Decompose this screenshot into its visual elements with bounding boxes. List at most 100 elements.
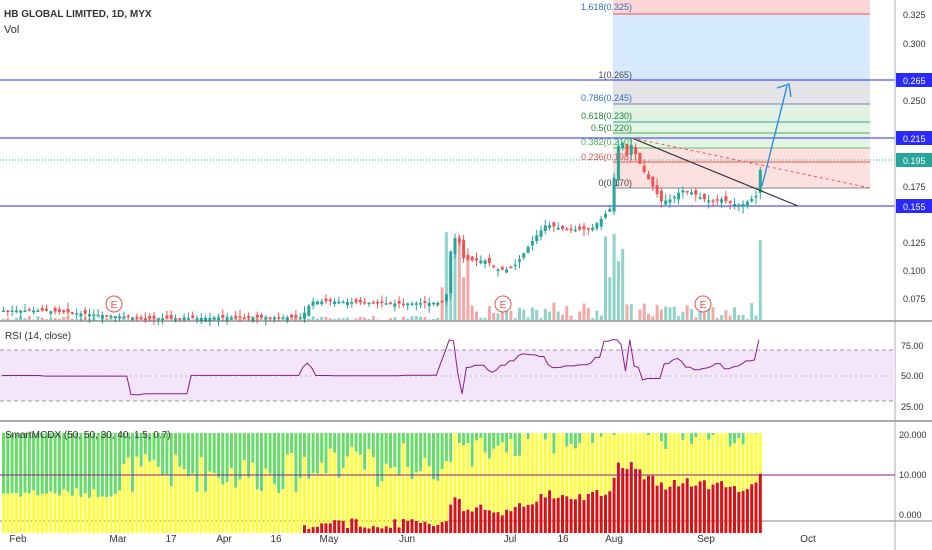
mcdx-green-bar xyxy=(143,433,147,455)
rsi-legend[interactable]: RSI (14, close) xyxy=(5,331,72,342)
descending-trendline[interactable] xyxy=(631,137,799,207)
earnings-markers[interactable]: E E E xyxy=(105,295,712,313)
volume-bar xyxy=(367,319,371,320)
horizontal-levels[interactable] xyxy=(0,79,895,207)
volume-bar xyxy=(40,317,44,320)
earnings-icon[interactable] xyxy=(494,295,512,313)
time-label: Jun xyxy=(399,534,415,545)
mcdx-yellow-bar xyxy=(685,433,689,479)
mcdx-yellow-bar xyxy=(543,439,547,498)
mcdx-yellow-bar xyxy=(229,468,233,533)
fib-label-1: 1(0.265) xyxy=(598,70,632,80)
mcdx-red-bar xyxy=(668,486,672,533)
mcdx-yellow-bar xyxy=(367,449,371,529)
mcdx-green-bar xyxy=(40,433,44,494)
mcdx-yellow-bar xyxy=(96,497,100,533)
mcdx-green-bar xyxy=(350,433,354,447)
mcdx-yellow-bar xyxy=(14,493,18,533)
volume-bar xyxy=(556,311,560,320)
candle-body xyxy=(595,223,599,229)
candle-body xyxy=(715,199,719,201)
candle-body xyxy=(393,303,397,307)
volume-bar xyxy=(616,261,620,320)
mcdx-yellow-bar xyxy=(204,491,208,533)
mcdx-yellow-bar xyxy=(380,481,384,529)
mcdx-yellow-bar xyxy=(612,435,616,478)
mcdx-green-bar xyxy=(681,433,685,440)
mcdx-yellow-bar xyxy=(423,457,427,522)
mcdx-green-bar xyxy=(217,433,220,478)
mcdx-yellow-bar xyxy=(573,448,577,500)
mcdx-yellow-bar xyxy=(234,487,238,533)
mcdx-green-bar xyxy=(328,433,332,449)
smartmcdx-legend[interactable]: SmartMCDX (50, 50, 30, 40, 1.5, 0.7) xyxy=(5,430,171,441)
rsi-pane[interactable] xyxy=(0,339,895,402)
volume-bar xyxy=(518,307,521,320)
candle-body xyxy=(608,209,612,212)
candle-body xyxy=(363,302,367,304)
volume-bar xyxy=(522,309,526,320)
candle-body xyxy=(307,305,311,316)
mcdx-red-bar xyxy=(346,528,349,533)
price-axis[interactable]: 0.325 0.300 0.250 0.175 0.125 0.100 0.07… xyxy=(896,10,932,520)
mcdx-yellow-bar xyxy=(634,433,638,469)
candle-body xyxy=(135,316,139,319)
mcdx-yellow-bar xyxy=(436,480,440,526)
mcdx-green-bar xyxy=(298,433,302,479)
mcdx-green-bar xyxy=(315,433,319,474)
candle-body xyxy=(462,239,466,259)
earnings-icon[interactable] xyxy=(694,295,712,313)
mcdx-yellow-bar xyxy=(350,446,354,519)
price-badge-text: 0.265 xyxy=(903,76,926,86)
mcdx-green-bar xyxy=(406,433,410,468)
mcdx-green-bar xyxy=(53,433,57,494)
drawings[interactable] xyxy=(631,83,871,207)
mcdx-yellow-bar xyxy=(608,433,612,492)
candle-body xyxy=(346,302,349,306)
mcdx-green-bar xyxy=(195,433,199,492)
volume-bar xyxy=(401,316,405,320)
mcdx-green-bar xyxy=(470,433,474,467)
smartmcdx-bars xyxy=(2,433,762,533)
mcdx-green-bar xyxy=(199,433,203,457)
rsi-line xyxy=(2,339,760,396)
candle-body xyxy=(32,310,36,313)
mcdx-yellow-bar xyxy=(492,448,496,513)
mcdx-yellow-bar xyxy=(518,455,521,504)
mcdx-red-bar xyxy=(591,491,595,533)
mcdx-red-bar xyxy=(457,498,461,533)
dashed-trendline[interactable] xyxy=(631,137,871,189)
candle-body xyxy=(629,145,633,155)
mcdx-yellow-bar xyxy=(23,492,27,533)
volume-bar xyxy=(440,287,444,320)
price-badge-text: 0.195 xyxy=(903,156,926,166)
volume-bar xyxy=(436,318,440,320)
fibonacci-retracement[interactable]: 1.618(0.325) 1(0.265) 0.786(0.245) 0.618… xyxy=(581,0,870,189)
mcdx-green-bar xyxy=(367,433,371,450)
volume-bar xyxy=(741,314,745,320)
mcdx-yellow-bar xyxy=(225,481,229,533)
candle-body xyxy=(268,317,272,319)
mcdx-green-bar xyxy=(139,433,143,467)
mcdx-green-bar xyxy=(690,433,693,445)
mcdx-yellow-bar xyxy=(135,456,139,533)
mcdx-yellow-bar xyxy=(2,493,5,533)
candle-body xyxy=(350,302,354,304)
mcdx-green-bar xyxy=(251,433,255,463)
candle-body xyxy=(277,316,281,319)
projection-arrow-line[interactable] xyxy=(761,85,788,187)
mcdx-red-bar xyxy=(354,519,358,533)
price-tick: 0.075 xyxy=(903,294,926,304)
mcdx-red-bar xyxy=(453,497,457,533)
time-axis[interactable]: Feb Mar 17 Apr 16 May Jun Jul 16 Aug Sep… xyxy=(9,534,816,545)
earnings-icon[interactable] xyxy=(105,295,123,313)
candle-body xyxy=(483,260,487,264)
candle-body xyxy=(414,303,418,305)
candle-body xyxy=(70,312,74,314)
symbol-title[interactable]: HB GLOBAL LIMITED, 1D, MYX xyxy=(4,9,152,20)
mcdx-yellow-bar xyxy=(32,490,36,533)
candle-body xyxy=(530,241,534,246)
candle-body xyxy=(195,318,199,320)
volume-bar xyxy=(711,307,715,320)
